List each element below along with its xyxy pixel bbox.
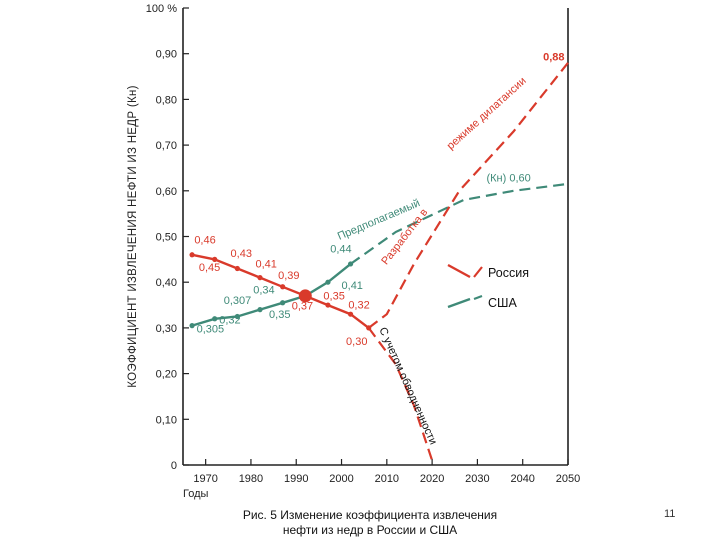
usa-series-line xyxy=(191,262,352,327)
data-label: (Кн) 0,60 xyxy=(486,173,530,185)
legend-usa-label: США xyxy=(488,296,517,310)
data-label: 0,46 xyxy=(194,234,215,246)
y-tick-label: 0,10 xyxy=(156,414,177,426)
russia-data-point xyxy=(347,311,354,317)
data-label: 0,32 xyxy=(348,300,369,312)
x-tick-label: 2000 xyxy=(329,473,353,485)
y-tick-label: 0,80 xyxy=(156,94,177,106)
x-tick-label: 2030 xyxy=(465,473,489,485)
russia-dilatancy-projection-line xyxy=(368,62,569,329)
x-tick-label: 1980 xyxy=(239,473,263,485)
x-tick-label: 2040 xyxy=(510,473,534,485)
x-tick-label: 1970 xyxy=(193,473,217,485)
intersection-marker xyxy=(298,289,312,303)
data-label: 0,307 xyxy=(224,295,252,307)
usa-data-point xyxy=(280,300,286,306)
annotation-label: С учетом обводненности xyxy=(376,326,439,447)
data-label: 0,88 xyxy=(543,52,564,64)
usa-data-point xyxy=(325,279,331,285)
legend-russia-swatch-dash xyxy=(473,266,483,278)
y-tick-label: 0,40 xyxy=(156,277,177,289)
lines-layer xyxy=(189,62,569,461)
russia-data-point xyxy=(212,256,218,262)
russia-watercut-projection-line xyxy=(367,327,434,461)
data-label: 0,45 xyxy=(199,262,220,274)
usa-projection-line xyxy=(349,182,569,265)
x-tick-label: 1990 xyxy=(284,473,308,485)
legend-russia-swatch xyxy=(447,263,471,279)
russia-data-point xyxy=(366,325,372,331)
data-label: 0,32 xyxy=(219,314,240,326)
data-label: 0,41 xyxy=(255,259,276,271)
data-label: 0,35 xyxy=(269,309,290,321)
y-tick-label: 0,20 xyxy=(156,369,177,381)
data-label: 0,35 xyxy=(323,291,344,303)
legend: Россия США xyxy=(447,263,529,310)
russia-data-point xyxy=(189,252,195,258)
y-tick-label: 100 % xyxy=(146,3,177,15)
caption-line-1: Рис. 5 Изменение коэффициента извлечения xyxy=(242,508,498,522)
russia-data-point xyxy=(325,302,331,308)
data-label: 0,37 xyxy=(292,301,313,313)
usa-data-point xyxy=(347,261,354,267)
annotation-label: режиме дилатансии xyxy=(445,75,529,152)
x-tick-label: 2050 xyxy=(556,473,580,485)
axes-layer: 0 0,10 0,20 0,30 0,40 0,50 0,60 0,70 0,80 0,90 100… xyxy=(127,3,580,500)
y-tick-label: 0,90 xyxy=(156,49,177,61)
russia-data-point xyxy=(257,275,263,281)
y-axis-label: КОЭФФИЦИЕНТ ИЗВЛЕЧЕНИЯ НЕФТИ ИЗ НЕДР (Кн… xyxy=(127,85,139,387)
x-tick-label: 2010 xyxy=(375,473,399,485)
page-number: 11 xyxy=(664,508,676,520)
y-tick-label: 0,50 xyxy=(156,232,177,244)
data-label: 0,43 xyxy=(231,248,252,260)
legend-russia-label: Россия xyxy=(488,266,529,280)
caption-line-2: нефти из недр в России и США xyxy=(282,523,458,537)
data-label: 0,41 xyxy=(342,280,363,292)
y-tick-label: 0,30 xyxy=(156,323,177,335)
y-tick-label: 0 xyxy=(171,460,177,472)
usa-data-point xyxy=(212,316,218,322)
x-tick-label: 2020 xyxy=(420,473,444,485)
data-label: 0,305 xyxy=(197,323,225,335)
russia-data-point xyxy=(234,265,240,272)
legend-usa-swatch xyxy=(447,297,471,309)
x-axis-label: Годы xyxy=(183,488,209,500)
figure-caption: Рис. 5 Изменение коэффициента извлечения… xyxy=(190,508,550,538)
y-tick-label: 0,60 xyxy=(156,186,177,198)
russia-data-point xyxy=(280,284,286,290)
data-label: 0,39 xyxy=(278,270,299,282)
data-label: 0,30 xyxy=(346,336,367,348)
data-label: 0,44 xyxy=(330,243,351,255)
legend-usa-swatch-dash xyxy=(473,294,483,301)
usa-data-point xyxy=(234,313,240,320)
data-label: 0,34 xyxy=(253,285,274,297)
labels-layer: 0,460,450,430,410,390,370,350,320,300,88… xyxy=(194,52,564,447)
usa-data-point xyxy=(257,307,263,313)
usa-data-point xyxy=(189,323,195,329)
y-tick-label: 0,70 xyxy=(156,140,177,152)
